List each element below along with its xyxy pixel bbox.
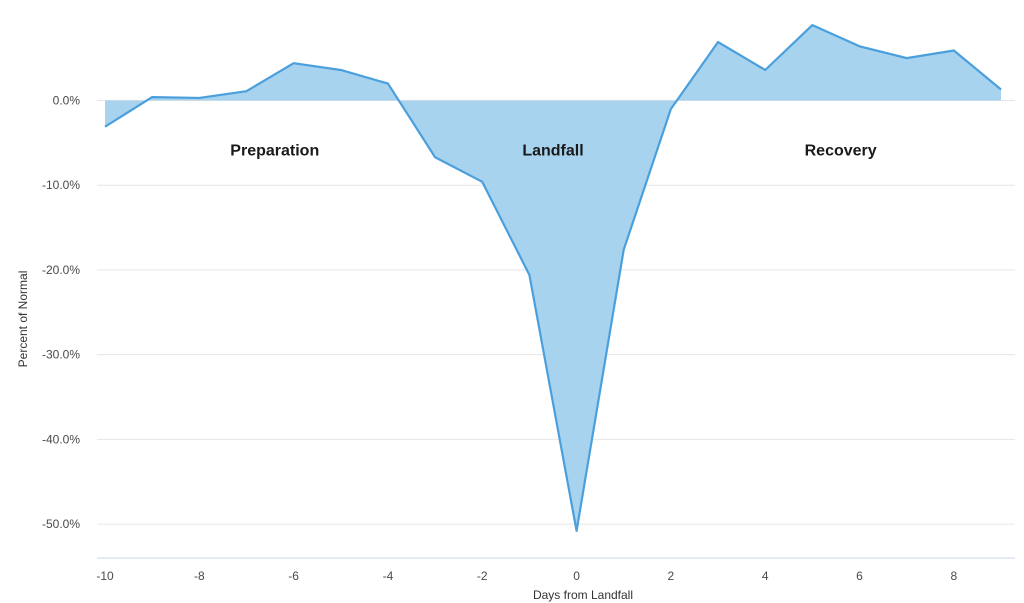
x-tick-label: -4: [383, 569, 394, 583]
y-axis-tick-labels: 0.0% -10.0% -20.0% -30.0% -40.0% -50.0%: [42, 93, 80, 531]
y-tick-label: -10.0%: [42, 178, 80, 192]
x-tick-label: -10: [96, 569, 114, 583]
phase-label: Recovery: [805, 143, 877, 160]
phase-label: Preparation: [230, 143, 319, 160]
y-tick-label: 0.0%: [53, 93, 81, 107]
x-tick-label: 0: [573, 569, 580, 583]
x-tick-label: 8: [950, 569, 957, 583]
x-tick-label: 4: [762, 569, 769, 583]
x-tick-label: 6: [856, 569, 863, 583]
y-tick-label: -50.0%: [42, 517, 80, 531]
area-fill: [105, 25, 1001, 531]
y-tick-label: -40.0%: [42, 432, 80, 446]
x-axis-tick-labels: -10 -8 -6 -4 -2 0 2 4 6 8: [96, 569, 957, 583]
phase-label: Landfall: [522, 143, 583, 160]
x-axis-title: Days from Landfall: [533, 588, 633, 602]
y-tick-label: -20.0%: [42, 263, 80, 277]
x-tick-label: -2: [477, 569, 488, 583]
x-tick-label: -8: [194, 569, 205, 583]
x-tick-label: 2: [668, 569, 675, 583]
series-area: [104, 23, 1002, 532]
y-axis-title: Percent of Normal: [16, 271, 30, 368]
phase-annotations: Preparation Landfall Recovery: [230, 143, 876, 160]
x-tick-label: -6: [288, 569, 299, 583]
series-line: [104, 23, 1002, 532]
y-tick-label: -30.0%: [42, 348, 80, 362]
